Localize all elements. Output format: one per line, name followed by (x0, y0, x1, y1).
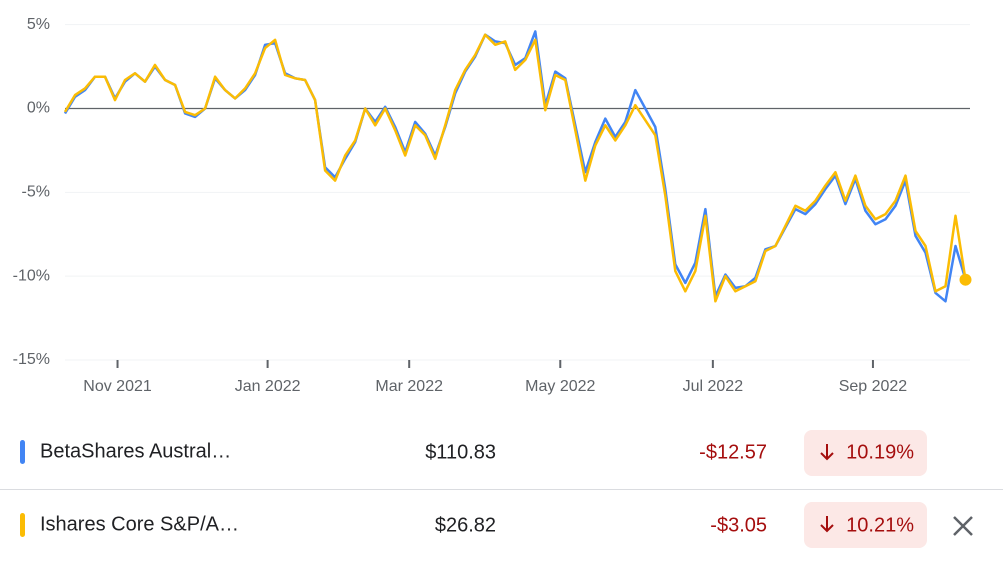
series-line (63, 30, 967, 303)
x-tick-label: Mar 2022 (375, 378, 443, 395)
y-tick-label: -5% (22, 184, 50, 201)
change-pct: 10.21% (846, 514, 914, 536)
change-chip (804, 430, 927, 476)
close-icon[interactable] (953, 516, 973, 536)
down-arrow (820, 516, 834, 533)
price: $26.82 (435, 514, 496, 536)
series-name: BetaShares Austral… (40, 440, 231, 462)
x-tick-label: Jul 2022 (683, 378, 744, 395)
remove-button[interactable] (946, 510, 980, 542)
change-chip (804, 502, 927, 548)
series-name: Ishares Core S&P/A… (40, 513, 239, 535)
legend-swatch (20, 513, 25, 537)
change: -$12.57 (699, 441, 767, 463)
y-tick-label: 5% (27, 16, 50, 33)
change-pct: 10.19% (846, 441, 914, 463)
change: -$3.05 (710, 514, 767, 536)
down-arrow (820, 444, 834, 461)
x-tick-label: Jan 2022 (235, 378, 301, 395)
price: $110.83 (425, 441, 496, 463)
y-tick-label: -10% (13, 267, 50, 284)
x-tick-label: Nov 2021 (83, 378, 152, 395)
series-line (63, 33, 967, 303)
y-tick-label: 0% (27, 100, 50, 117)
x-tick-label: Sep 2022 (839, 378, 908, 395)
x-tick-label: May 2022 (525, 378, 595, 395)
legend-swatch (20, 440, 25, 464)
y-tick-label: -15% (13, 351, 50, 368)
end-point (959, 273, 972, 286)
